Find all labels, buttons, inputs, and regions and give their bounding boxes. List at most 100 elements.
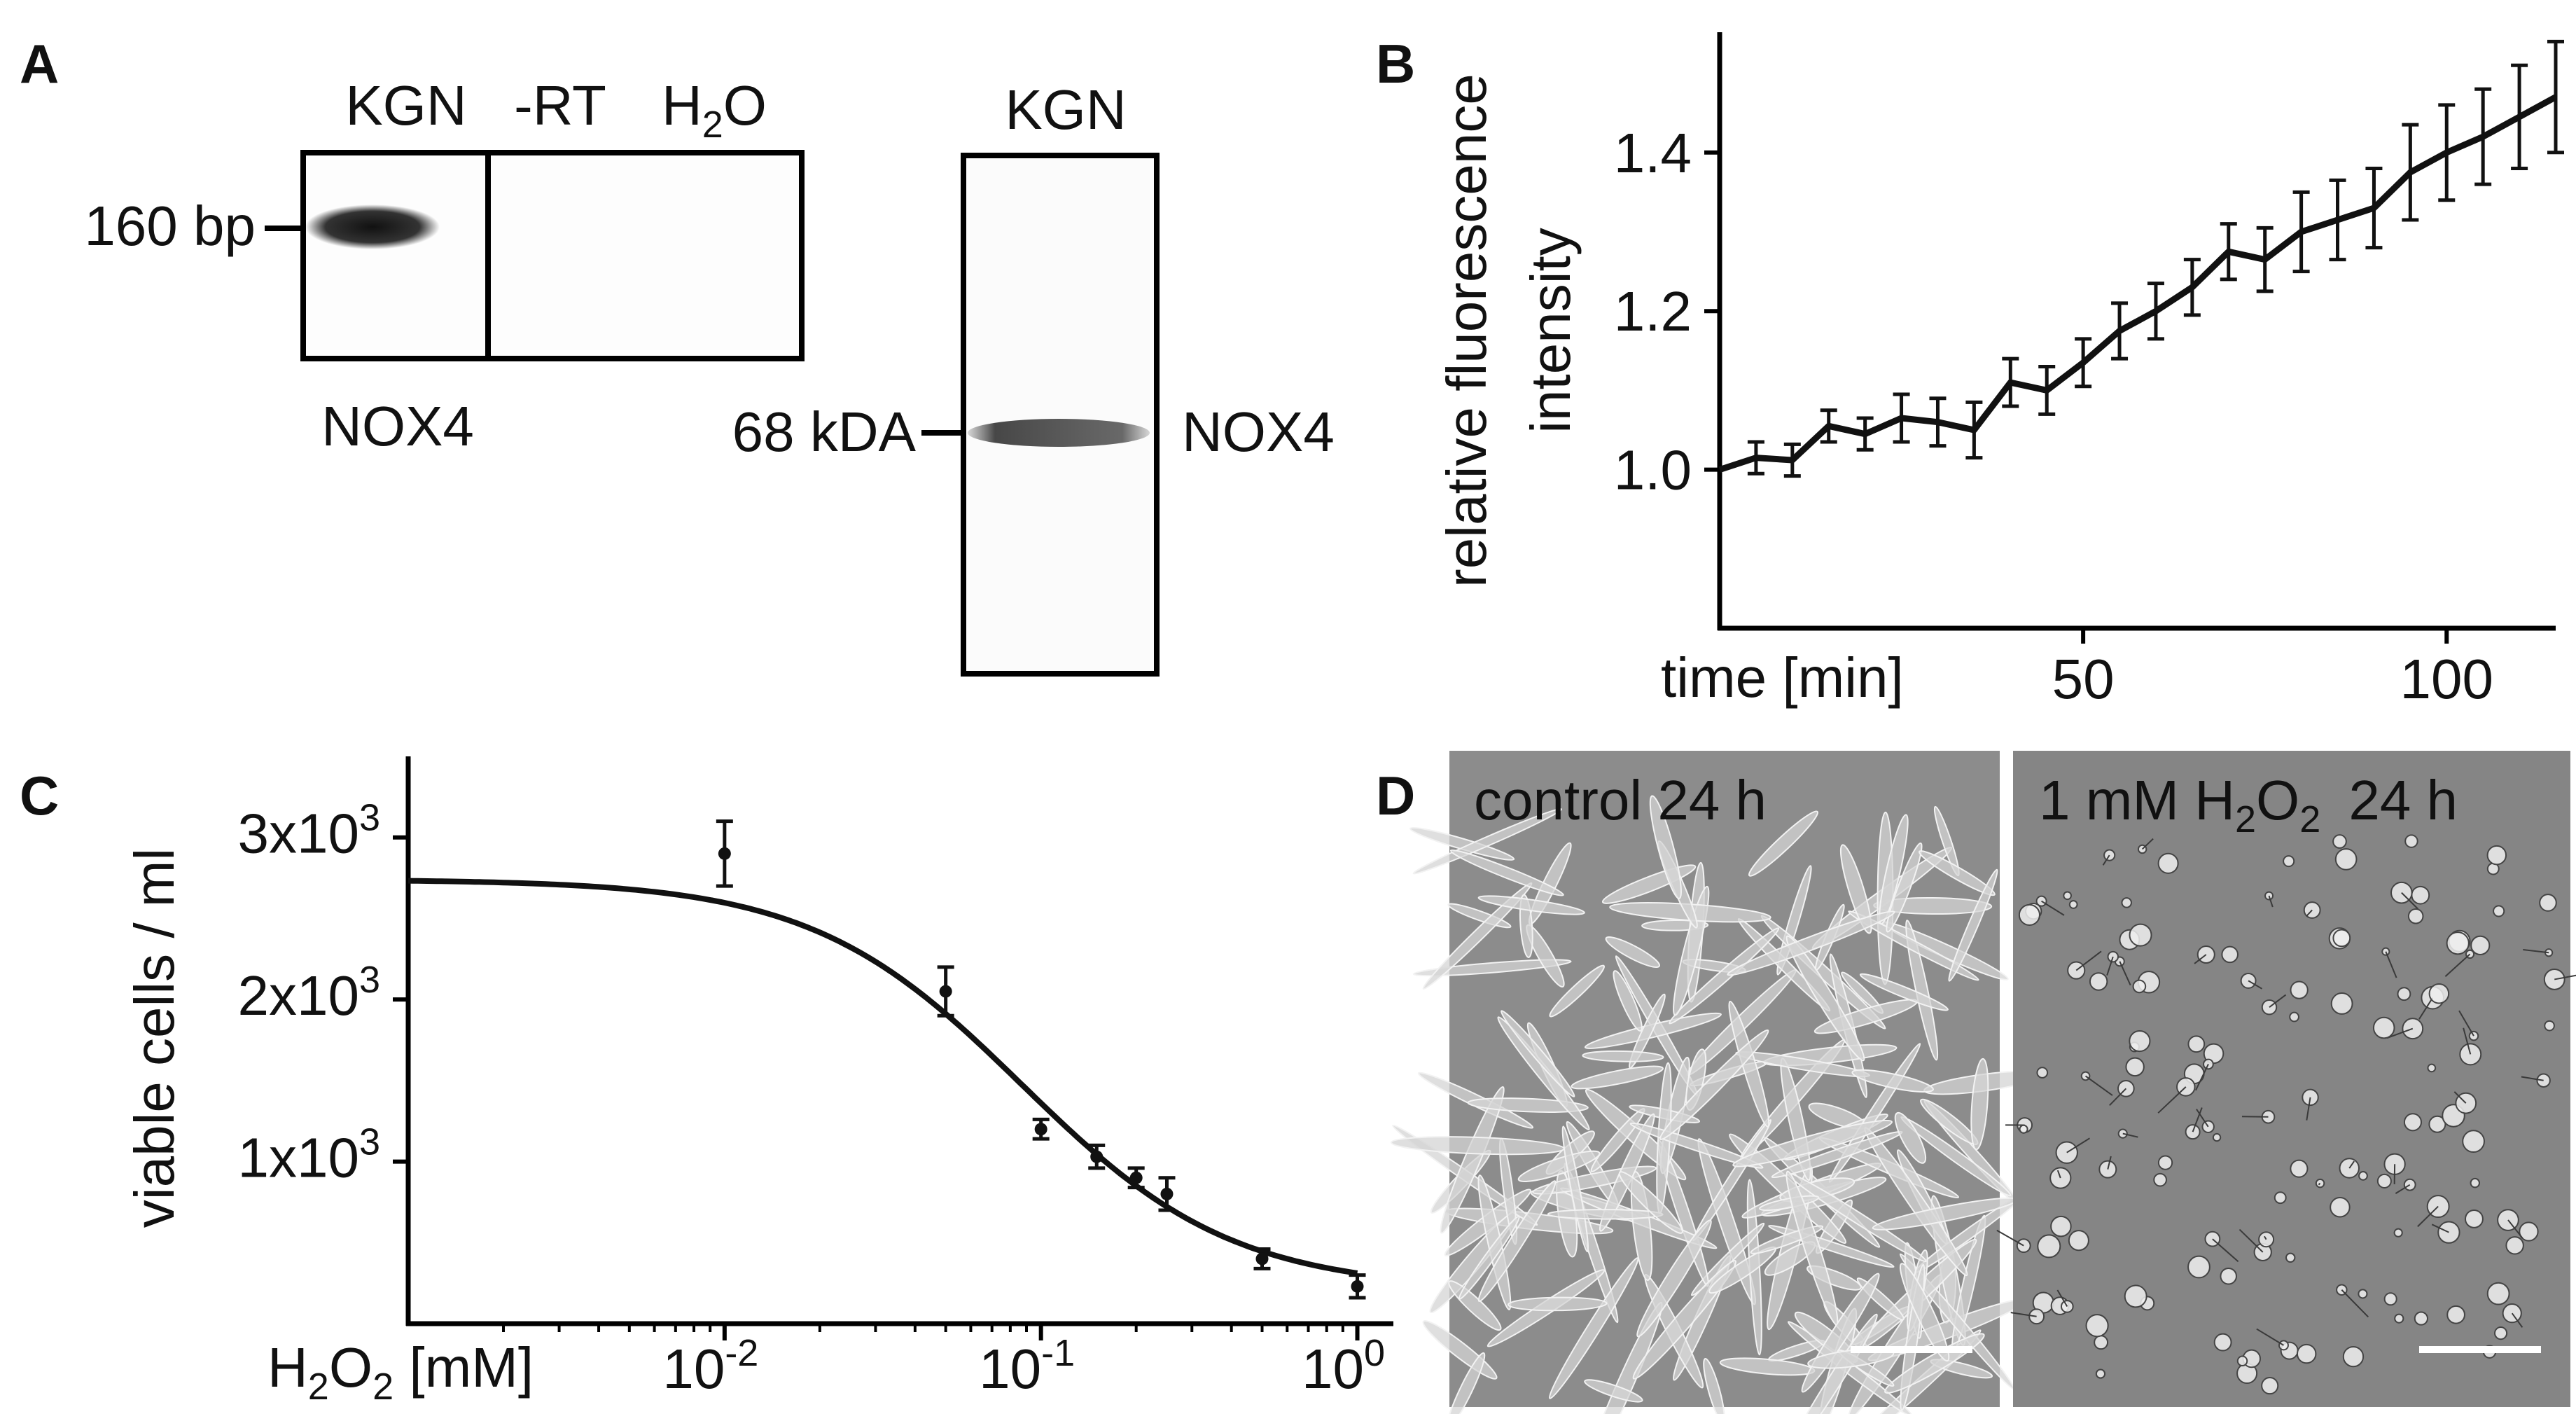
chart-b-x-tick-label: 100 [2400, 648, 2493, 710]
treated-cell-process [2341, 1289, 2369, 1318]
control-cell [1440, 1086, 1505, 1234]
treated-cell-process [2239, 1228, 2264, 1253]
control-cell [1477, 1180, 1557, 1303]
treated-cell-process [2385, 951, 2397, 978]
treated-cell-process [2417, 1205, 2439, 1228]
treated-cell [2446, 1305, 2465, 1324]
chart-b: relative fluorescence intensity time [mi… [1435, 32, 2564, 710]
treated-cell-process [2107, 1156, 2112, 1170]
control-cell [1507, 1296, 1608, 1312]
control-cell [1636, 1219, 1712, 1338]
control-cell [1547, 1209, 1664, 1220]
treated-cell [2283, 855, 2295, 868]
treated-cell [2221, 945, 2239, 964]
treated-cell [2536, 1073, 2551, 1088]
control-cell [1899, 1263, 1950, 1362]
chart-c-data-point [718, 847, 731, 860]
pcr-lane-water: H2O [662, 74, 767, 146]
treated-cell [2236, 1355, 2248, 1367]
treated-cell-process [2401, 892, 2419, 910]
treated-cell-process [2453, 1091, 2467, 1104]
treated-cell [2068, 900, 2078, 909]
treated-cell [2296, 1343, 2317, 1364]
control-cell [1582, 1050, 1664, 1062]
control-cell [1970, 1058, 1989, 1151]
control-cell [1467, 1097, 1589, 1113]
control-cell [1412, 807, 1563, 875]
control-cell [1391, 1136, 1565, 1156]
treated-cell-process [2056, 1289, 2068, 1307]
treated-cell [2381, 947, 2390, 956]
treated-cell [2050, 1215, 2072, 1238]
control-cell [1517, 1150, 1601, 1183]
control-cell [1732, 1119, 1893, 1167]
pcr-band [305, 205, 440, 249]
treated-cell [2397, 987, 2411, 1001]
micrograph-h2o2-label: 1 mM H2O2 24 h [2039, 769, 2458, 840]
treated-cell [2403, 1113, 2423, 1132]
control-cell [1785, 935, 1865, 1062]
pcr-target-label: NOX4 [321, 395, 474, 457]
control-cell [1839, 844, 1872, 934]
treated-cell-process [2306, 1097, 2311, 1121]
treated-cell [2060, 1300, 2074, 1313]
chart-c-data-point [1160, 1187, 1174, 1200]
treated-cell-process [2084, 1075, 2113, 1096]
treated-cell [2404, 834, 2418, 848]
control-cell [1748, 810, 1819, 877]
treated-cell-process [2395, 1184, 2411, 1194]
micrograph-control: control 24 h [1391, 751, 2042, 1414]
treated-cell-process [2041, 900, 2065, 916]
treated-cell-process [2056, 1170, 2061, 1179]
chart-c-x-tick-label: 100 [1302, 1332, 1385, 1400]
treated-cell [2376, 1173, 2392, 1188]
control-cell [1948, 868, 1998, 982]
treated-cell [2334, 848, 2358, 871]
chart-b-y-tick-label: 1.0 [1614, 439, 1692, 501]
pcr-gel: KGN -RT H2O 160 bp NOX4 [84, 74, 805, 457]
control-cell [1659, 1029, 1769, 1141]
treated-cell-process [2212, 1238, 2239, 1263]
treated-cell-process [2306, 909, 2313, 917]
treated-cell [2290, 980, 2309, 999]
chart-b-y-label-line1: relative fluorescence [1435, 74, 1498, 588]
treated-cell-process [2521, 1076, 2544, 1081]
control-cell [1447, 1352, 1486, 1414]
treated-cell-process [2119, 961, 2131, 986]
treated-cell-process [2418, 997, 2434, 1020]
chart-b-y-tick-label: 1.4 [1614, 122, 1692, 184]
treated-cell [2486, 845, 2507, 866]
treated-cell [2468, 1030, 2479, 1041]
micrograph-h2o2-scale-bar [2419, 1346, 2541, 1353]
treated-cell [2068, 1230, 2089, 1252]
chart-b-x-label: time [min] [1661, 646, 1904, 709]
control-cell [1649, 795, 1682, 899]
treated-cell [2213, 1333, 2232, 1352]
treated-cell-process [2318, 1182, 2321, 1186]
treated-cell [2261, 1377, 2279, 1395]
treated-cell [2085, 1314, 2109, 1338]
treated-cell [2544, 1020, 2555, 1032]
pcr-lane-kgn: KGN [345, 74, 466, 137]
panel-label-d: D [1376, 765, 1415, 826]
treated-cell [2446, 931, 2470, 955]
treated-cell-process [2523, 948, 2549, 954]
wb-lane-kgn: KGN [1005, 78, 1126, 141]
treated-cell [2094, 1335, 2109, 1350]
treated-cell [2470, 1177, 2481, 1188]
chart-c-data-point [1090, 1150, 1103, 1163]
treated-cell [2394, 1313, 2404, 1324]
treated-cell-process [2109, 1088, 2127, 1106]
panel-label-a: A [20, 33, 59, 95]
control-cell [1703, 1358, 1725, 1414]
treated-cell [2157, 852, 2179, 874]
treated-cell [2129, 1030, 2151, 1053]
treated-cell-process [2010, 1312, 2037, 1317]
treated-cell-process [1996, 1229, 2024, 1247]
wb-membrane-frame [961, 153, 1160, 677]
treated-cell [2332, 929, 2351, 948]
control-cell [1879, 814, 1909, 925]
treated-cell-process [2141, 838, 2154, 850]
treated-cell [2095, 1368, 2106, 1379]
treated-cell-process [2264, 1235, 2267, 1240]
